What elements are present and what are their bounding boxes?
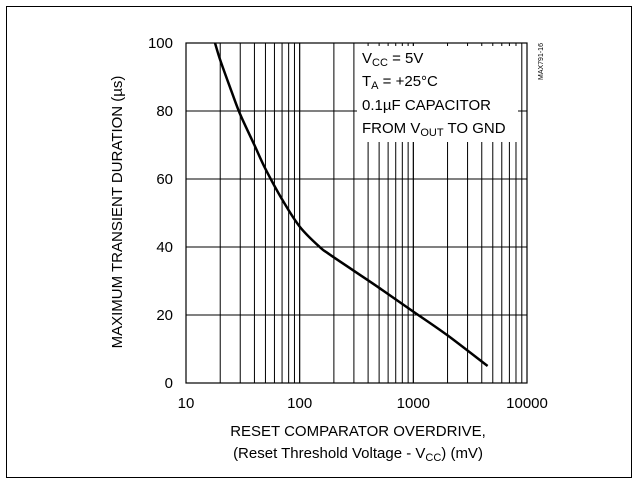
series-line xyxy=(213,42,489,367)
y-tick-label: 40 xyxy=(156,239,173,256)
figure-frame xyxy=(6,6,632,478)
annotation-capacitor: 0.1µF CAPACITOR xyxy=(362,97,491,114)
x-tick-label: 10000 xyxy=(506,395,548,412)
y-tick-label: 20 xyxy=(156,307,173,324)
part-id-label: MAX791-16 xyxy=(538,43,545,80)
y-tick-label: 80 xyxy=(156,103,173,120)
plot-border xyxy=(185,42,528,384)
y-tick-label: 100 xyxy=(148,35,173,52)
x-tick-labels: 10 100 1000 10000 xyxy=(178,395,548,412)
y-tick-labels: 0 20 40 60 80 100 xyxy=(148,35,173,392)
y-tick-label: 60 xyxy=(156,171,173,188)
y-tick-label: 0 xyxy=(165,375,173,392)
annotation-ta: TA = +25°C xyxy=(362,73,438,92)
x-axis-label-line1: RESET COMPARATOR OVERDRIVE, xyxy=(230,423,486,440)
annotation-background xyxy=(357,46,518,142)
x-tick-label: 10 xyxy=(178,395,195,412)
annotation-vcc: VCC = 5V xyxy=(362,50,423,69)
annotation-connection: FROM VOUT TO GND xyxy=(362,120,506,139)
y-axis-label: MAXIMUM TRANSIENT DURATION (µs) xyxy=(109,76,126,349)
x-tick-label: 100 xyxy=(287,395,312,412)
x-tick-label: 1000 xyxy=(397,395,430,412)
x-axis-label-line2: (Reset Threshold Voltage - VCC) (mV) xyxy=(233,445,483,464)
